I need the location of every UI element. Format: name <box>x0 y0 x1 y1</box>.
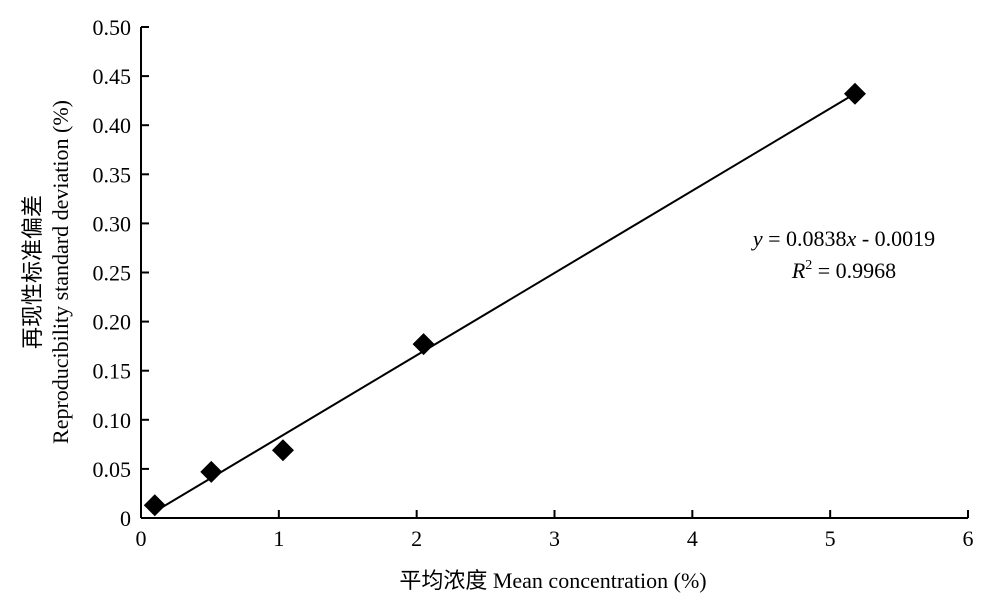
y-axis-label-cn: 再现性标准偏差 <box>20 195 45 349</box>
x-tick-label: 0 <box>136 526 147 551</box>
regression-equation: y = 0.0838x - 0.0019 <box>751 226 935 251</box>
trendline <box>154 92 856 513</box>
y-tick-label: 0.30 <box>93 211 132 236</box>
y-tick-label: 0.15 <box>93 359 132 384</box>
data-point <box>143 494 166 517</box>
points-layer <box>143 82 866 517</box>
y-tick-label: 0.40 <box>93 113 132 138</box>
y-tick-label: 0.20 <box>93 310 132 335</box>
data-point <box>412 333 435 356</box>
y-tick-label: 0.05 <box>93 457 132 482</box>
r2-superscript: 2 <box>805 258 812 273</box>
y-tick-label: 0.10 <box>93 408 132 433</box>
y-tick-label: 0.25 <box>93 261 132 286</box>
equation-y-var: y <box>751 226 763 251</box>
y-axis-label-en: Reproducibility standard deviation (%) <box>48 100 73 444</box>
x-tick-label: 6 <box>963 526 974 551</box>
r2-value: = 0.9968 <box>812 258 896 283</box>
x-tick-label: 5 <box>825 526 836 551</box>
y-tick-label: 0.35 <box>93 162 132 187</box>
x-tick-label: 3 <box>549 526 560 551</box>
y-tick-label: 0 <box>120 506 131 531</box>
data-point <box>271 439 294 462</box>
x-tick-label: 4 <box>687 526 698 551</box>
y-tick-label: 0.45 <box>93 64 132 89</box>
data-point <box>200 460 223 483</box>
x-axis-label: 平均浓度 Mean concentration (%) <box>399 568 706 593</box>
ticks: 0 1 2 3 4 5 6 0 0.05 0.10 0.15 0.20 0.25 0.30 0.35 0.40… <box>93 15 974 551</box>
x-tick-label: 1 <box>273 526 284 551</box>
r2-symbol: R <box>791 258 806 283</box>
equation-x-var: x <box>846 226 857 251</box>
y-tick-label: 0.50 <box>93 15 132 40</box>
r-squared: R2 = 0.9968 <box>791 258 896 283</box>
fit-layer <box>154 92 856 513</box>
data-point <box>843 82 866 105</box>
equation-intercept: - 0.0019 <box>856 226 935 251</box>
x-tick-label: 2 <box>411 526 422 551</box>
equation-slope: = 0.0838 <box>763 226 847 251</box>
